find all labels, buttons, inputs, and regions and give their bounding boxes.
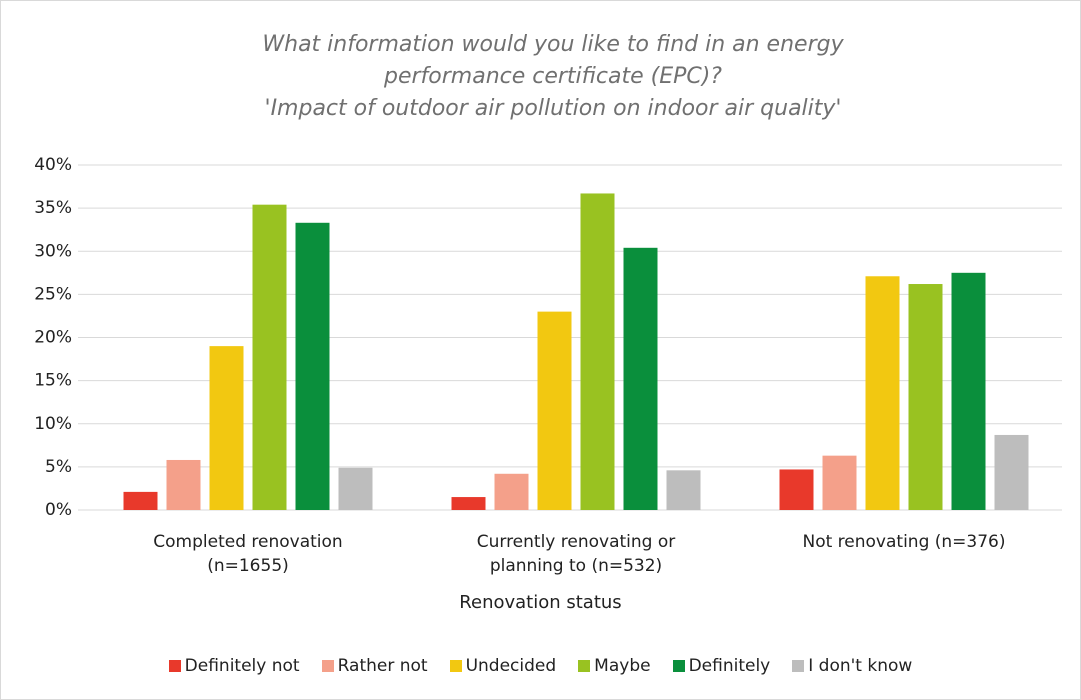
x-tick-label: Currently renovating or planning to (n=5… [476, 532, 676, 576]
legend-swatch [168, 660, 181, 672]
bar [252, 204, 287, 511]
legend-label: Rather not [337, 656, 428, 676]
legend: Definitely not Rather not Undecided Maybe De… [0, 656, 1081, 676]
bar [666, 470, 701, 510]
legend-item: Maybe [578, 656, 651, 676]
bar [338, 467, 373, 510]
legend-label: I don't know [808, 656, 913, 676]
legend-label: Maybe [594, 656, 651, 676]
y-tick-label: 30% [34, 241, 72, 261]
x-tick-label: Completed renovation (n=1655) [153, 532, 343, 576]
bar [994, 434, 1029, 510]
bar [451, 497, 486, 510]
bar [779, 469, 814, 510]
bar [908, 284, 943, 510]
chart-title: performance certificate (EPC)? [383, 64, 722, 89]
bar [951, 272, 986, 510]
legend-item: I don't know [792, 656, 912, 676]
legend-item: Undecided [449, 656, 557, 676]
legend-swatch [449, 660, 462, 672]
x-tick-label: Not renovating (n=376) [802, 532, 1006, 552]
y-tick-label: 35% [34, 198, 72, 218]
x-axis-label: Renovation status [459, 592, 622, 613]
legend-swatch [321, 660, 334, 672]
bar [623, 247, 658, 511]
bar [209, 346, 244, 510]
bar [865, 276, 900, 510]
legend-label: Undecided [465, 656, 557, 676]
legend-swatch [792, 660, 805, 672]
chart-title: 'Impact of outdoor air pollution on indo… [265, 96, 842, 121]
bar [822, 455, 857, 510]
legend-item: Definitely not [168, 656, 300, 676]
y-tick-label: 40% [34, 155, 72, 175]
bar [123, 491, 158, 510]
y-tick-label: 5% [45, 457, 72, 477]
bar [494, 473, 529, 510]
bar [580, 193, 615, 510]
y-tick-label: 20% [34, 328, 72, 348]
y-tick-label: 15% [34, 371, 72, 391]
y-tick-label: 10% [34, 414, 72, 434]
bar [295, 222, 330, 510]
legend-swatch [672, 660, 685, 672]
legend-item: Rather not [321, 656, 428, 676]
legend-item: Definitely [672, 656, 771, 676]
legend-label: Definitely [688, 656, 771, 676]
y-tick-label: 25% [34, 284, 72, 304]
bar [537, 311, 572, 510]
chart-title: What information would you like to find … [262, 32, 844, 57]
y-tick-label: 0% [45, 500, 72, 520]
bar [166, 459, 201, 510]
legend-swatch [578, 660, 591, 672]
legend-label: Definitely not [184, 656, 300, 676]
